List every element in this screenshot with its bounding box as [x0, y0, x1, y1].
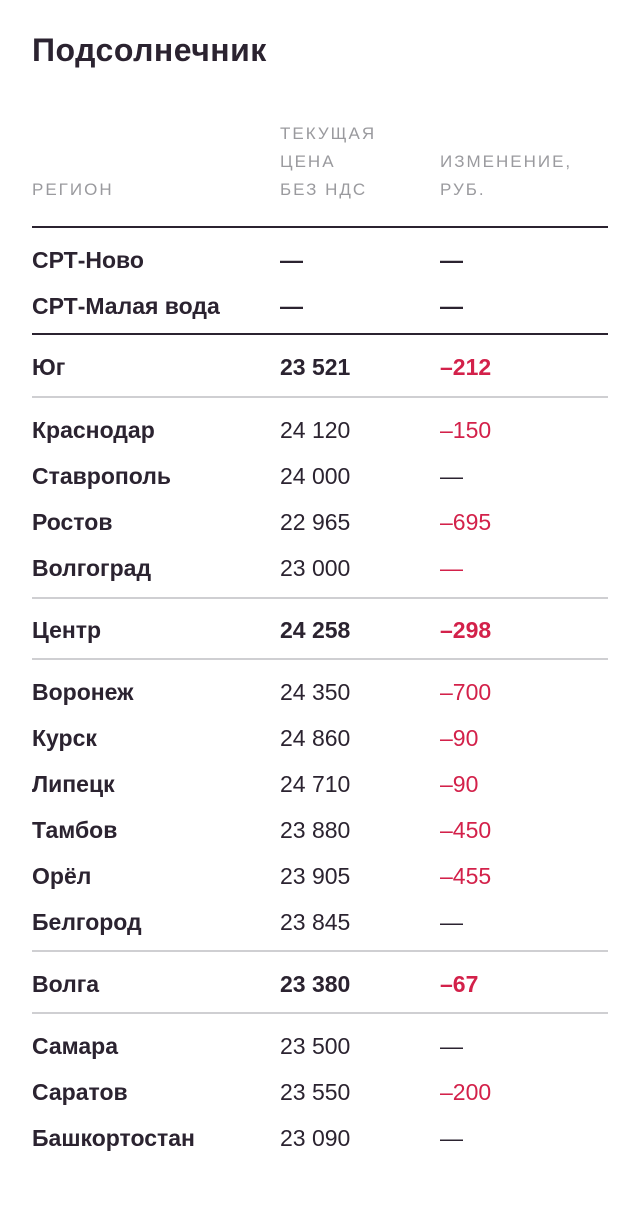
price-cell: 23 090: [280, 1125, 351, 1151]
price-cell: 24 710: [280, 771, 351, 797]
price-cell: 24 258: [280, 617, 351, 643]
section-divider: [32, 396, 608, 398]
price-cell: 24 120: [280, 417, 351, 443]
section-divider: [32, 333, 608, 335]
region-cell: Юг: [32, 354, 66, 380]
change-cell: –90: [440, 771, 479, 797]
region-cell: Ставрополь: [32, 463, 172, 489]
change-cell: –455: [440, 863, 492, 889]
price-cell: 24 350: [280, 679, 351, 705]
table-row: Краснодар 24 120 –150: [32, 407, 608, 453]
region-cell: Воронеж: [32, 679, 134, 705]
price-cell: 23 905: [280, 863, 351, 889]
region-cell: Краснодар: [32, 417, 155, 443]
change-cell: –90: [440, 725, 479, 751]
region-cell: Центр: [32, 617, 102, 643]
table-row: Орёл 23 905 –455: [32, 853, 608, 899]
section-divider: [32, 950, 608, 952]
table-row: Ростов 22 965 –695: [32, 499, 608, 545]
region-cell: Белгород: [32, 909, 142, 935]
region-cell: Башкортостан: [32, 1125, 195, 1151]
section-divider: [32, 597, 608, 599]
region-cell: Орёл: [32, 863, 92, 889]
price-cell: 23 000: [280, 555, 351, 581]
header-divider: [32, 226, 608, 228]
table-row: СРТ-Малая вода — —: [32, 283, 608, 329]
table-row-group: Центр 24 258 –298: [32, 607, 608, 653]
change-cell: –450: [440, 817, 492, 843]
table-row-group: Юг 23 521 –212: [32, 344, 608, 390]
change-cell: –298: [440, 617, 492, 643]
table-row-group: Волга 23 380 –67: [32, 961, 608, 1007]
table-row: Курск 24 860 –90: [32, 715, 608, 761]
change-cell: —: [440, 909, 463, 935]
change-cell: —: [440, 247, 463, 273]
price-cell: 23 500: [280, 1033, 351, 1059]
price-cell: 22 965: [280, 509, 351, 535]
region-cell: Самара: [32, 1033, 119, 1059]
table-row: Воронеж 24 350 –700: [32, 669, 608, 715]
change-cell: –67: [440, 971, 479, 997]
change-cell: –150: [440, 417, 492, 443]
change-cell: –700: [440, 679, 492, 705]
price-cell: 23 845: [280, 909, 351, 935]
region-cell: СРТ-Малая вода: [32, 293, 220, 319]
table-row: Ставрополь 24 000 —: [32, 453, 608, 499]
change-cell: —: [440, 555, 463, 581]
price-cell: —: [280, 247, 303, 273]
change-cell: —: [440, 1125, 463, 1151]
header-change: ИЗМЕНЕНИЕ, РУБ.: [440, 152, 573, 199]
table-row: Саратов 23 550 –200: [32, 1069, 608, 1115]
table-row: Белгород 23 845 —: [32, 899, 608, 945]
section-divider: [32, 1012, 608, 1014]
price-cell: 23 521: [280, 354, 351, 380]
region-cell: Курск: [32, 725, 97, 751]
change-cell: —: [440, 293, 463, 319]
price-cell: 24 860: [280, 725, 351, 751]
table-row: Самара 23 500 —: [32, 1023, 608, 1069]
table-row: Волгоград 23 000 —: [32, 545, 608, 591]
change-cell: —: [440, 463, 463, 489]
change-cell: —: [440, 1033, 463, 1059]
region-cell: Волгоград: [32, 555, 152, 581]
table-row: СРТ-Ново — —: [32, 237, 608, 283]
table-row: Тамбов 23 880 –450: [32, 807, 608, 853]
region-cell: СРТ-Ново: [32, 247, 144, 273]
header-price: ТЕКУЩАЯ ЦЕНА БЕЗ НДС: [280, 124, 377, 199]
section-divider: [32, 658, 608, 660]
table-row: Липецк 24 710 –90: [32, 761, 608, 807]
page-title: Подсолнечник: [32, 32, 267, 68]
region-cell: Саратов: [32, 1079, 128, 1105]
price-cell: 23 550: [280, 1079, 351, 1105]
table-header: РЕГИОН ТЕКУЩАЯ ЦЕНА БЕЗ НДС ИЗМЕНЕНИЕ, РУБ.: [32, 122, 608, 226]
header-region: РЕГИОН: [32, 180, 114, 199]
change-cell: –695: [440, 509, 492, 535]
region-cell: Липецк: [32, 771, 115, 797]
price-cell: 23 880: [280, 817, 351, 843]
price-cell: —: [280, 293, 303, 319]
table-row: Башкортостан 23 090 —: [32, 1115, 608, 1161]
price-cell: 23 380: [280, 971, 351, 997]
price-cell: 24 000: [280, 463, 351, 489]
change-cell: –200: [440, 1079, 492, 1105]
region-cell: Волга: [32, 971, 100, 997]
region-cell: Тамбов: [32, 817, 118, 843]
region-cell: Ростов: [32, 509, 113, 535]
change-cell: –212: [440, 354, 492, 380]
